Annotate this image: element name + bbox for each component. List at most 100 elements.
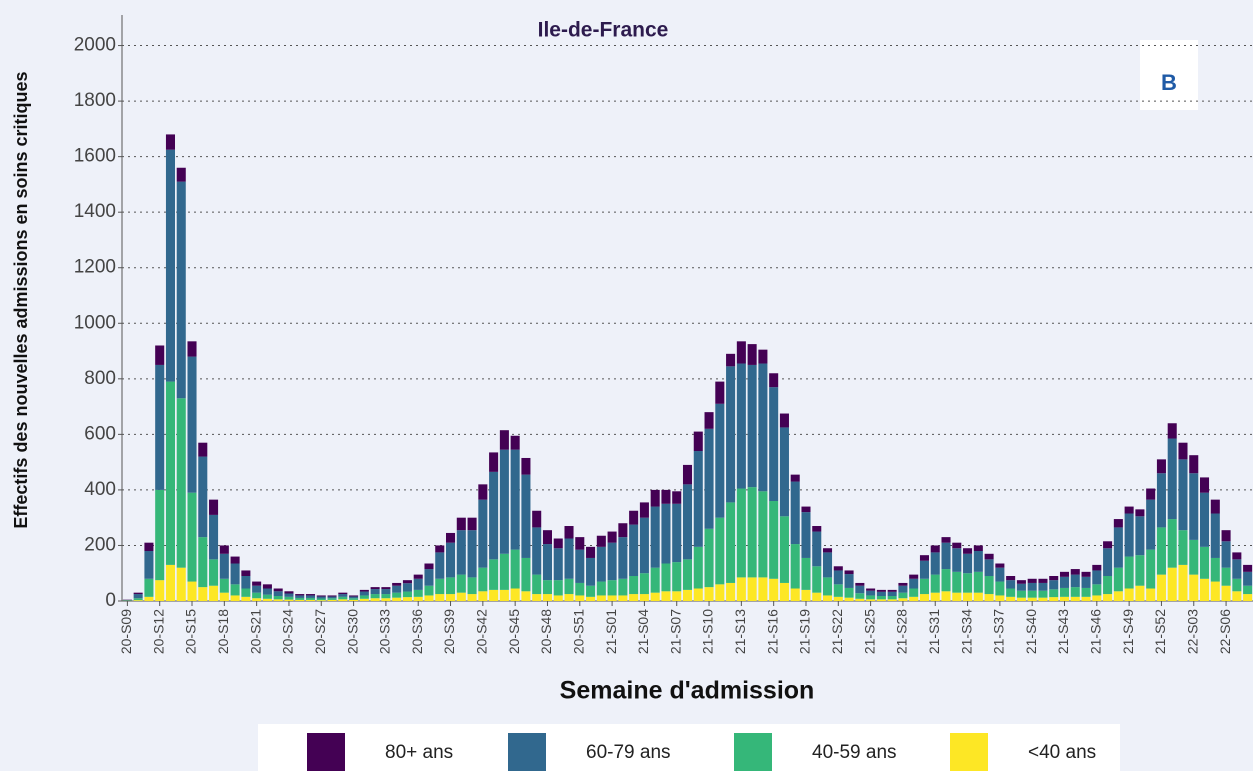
bar-segment xyxy=(144,542,154,552)
y-tick-label: 800 xyxy=(84,368,116,389)
bar-segment xyxy=(1006,576,1016,581)
bar-segment xyxy=(295,594,305,596)
bar-segment xyxy=(209,585,219,601)
bar-segment xyxy=(478,484,488,500)
x-tick-label: 22-S03 xyxy=(1184,609,1200,654)
bar-segment xyxy=(1027,597,1037,601)
bar-segment xyxy=(1124,556,1134,589)
bar-segment xyxy=(639,502,649,518)
bar-segment xyxy=(973,592,983,601)
bar-segment xyxy=(1243,585,1253,595)
bar-segment xyxy=(930,552,940,575)
bar-segment xyxy=(489,559,499,590)
bar-segment xyxy=(855,585,865,594)
bar-segment xyxy=(1178,530,1188,565)
bar-segment xyxy=(930,574,940,593)
bar-segment xyxy=(359,591,369,596)
bar-segment xyxy=(144,551,154,579)
bar-segment xyxy=(198,456,208,538)
bar-segment xyxy=(1059,576,1070,588)
bar-segment xyxy=(618,578,628,596)
bar-segment xyxy=(1081,596,1091,601)
bar-segment xyxy=(1232,578,1242,592)
x-tick-label: 20-S45 xyxy=(506,609,522,654)
bar-segment xyxy=(715,381,725,404)
bar-segment xyxy=(833,584,843,597)
bar-segment xyxy=(650,567,660,593)
bar-segment xyxy=(1189,574,1199,601)
y-tick-label: 600 xyxy=(84,423,116,444)
bar-segment xyxy=(876,599,886,601)
x-tick-label: 21-S10 xyxy=(700,609,716,654)
bar-segment xyxy=(273,599,283,601)
bar-segment xyxy=(995,595,1005,601)
bar-segment xyxy=(596,581,606,596)
bar-segment xyxy=(909,574,919,579)
bar-segment xyxy=(155,345,165,365)
bar-segment xyxy=(338,596,348,600)
bar-segment xyxy=(1027,590,1037,598)
bar-segment xyxy=(618,595,628,601)
bar-segment xyxy=(262,588,272,595)
bar-segment xyxy=(413,578,423,590)
bar-segment xyxy=(672,491,682,504)
bar-segment xyxy=(1027,578,1037,583)
bar-segment xyxy=(1200,477,1210,493)
bar-segment xyxy=(187,356,197,493)
bar-segment xyxy=(812,566,822,593)
bar-segment xyxy=(230,556,240,564)
bar-segment xyxy=(370,598,380,601)
legend-label: 80+ ans xyxy=(385,742,453,763)
bar-segment xyxy=(876,589,886,592)
x-tick-label: 21-S16 xyxy=(764,609,780,654)
bar-segment xyxy=(661,503,671,564)
bar-segment xyxy=(758,349,768,364)
bar-segment xyxy=(1103,594,1113,601)
bar-segment xyxy=(402,591,412,598)
bar-segment xyxy=(1156,527,1166,575)
bar-segment xyxy=(176,398,186,568)
bar-segment xyxy=(252,585,262,593)
bar-segment xyxy=(682,484,693,560)
bar-segment xyxy=(359,589,369,592)
legend-swatch xyxy=(307,733,345,771)
bar-segment xyxy=(1156,459,1166,474)
bar-segment xyxy=(1124,588,1134,601)
bar-segment xyxy=(392,585,402,593)
bar-segment xyxy=(1167,519,1177,568)
bar-segment xyxy=(919,560,929,579)
bar-segment xyxy=(833,596,843,601)
bar-segment xyxy=(316,595,326,597)
bar-segment xyxy=(1221,567,1231,586)
bar-segment xyxy=(1200,492,1210,547)
bar-segment xyxy=(639,517,649,574)
bar-segment xyxy=(596,595,606,601)
bar-segment xyxy=(489,589,499,601)
bar-segment xyxy=(823,548,833,553)
bar-segment xyxy=(435,594,445,601)
bar-segment xyxy=(747,364,757,488)
bar-segment xyxy=(909,578,919,589)
bar-segment xyxy=(758,491,768,578)
x-tick-label: 20-S42 xyxy=(474,609,490,654)
bar-segment xyxy=(1135,516,1145,556)
bar-segment xyxy=(1221,541,1231,568)
bar-segment xyxy=(661,489,671,504)
bar-segment xyxy=(435,552,445,579)
bar-segment xyxy=(833,570,843,585)
bar-segment xyxy=(984,576,994,595)
y-tick-label: 400 xyxy=(84,479,116,500)
bar-segment xyxy=(241,570,251,577)
x-tick-label: 21-S49 xyxy=(1120,609,1136,654)
bar-segment xyxy=(575,549,585,583)
bar-segment xyxy=(672,503,682,563)
bar-segment xyxy=(564,578,574,595)
legend-swatch xyxy=(734,733,772,771)
x-tick-label: 21-S07 xyxy=(667,609,683,654)
bar-segment xyxy=(564,538,574,579)
bar-segment xyxy=(510,549,520,589)
bar-segment xyxy=(1070,596,1080,601)
bar-segment xyxy=(230,595,240,601)
x-tick-label: 21-S13 xyxy=(732,609,748,654)
bar-segment xyxy=(1232,559,1242,579)
